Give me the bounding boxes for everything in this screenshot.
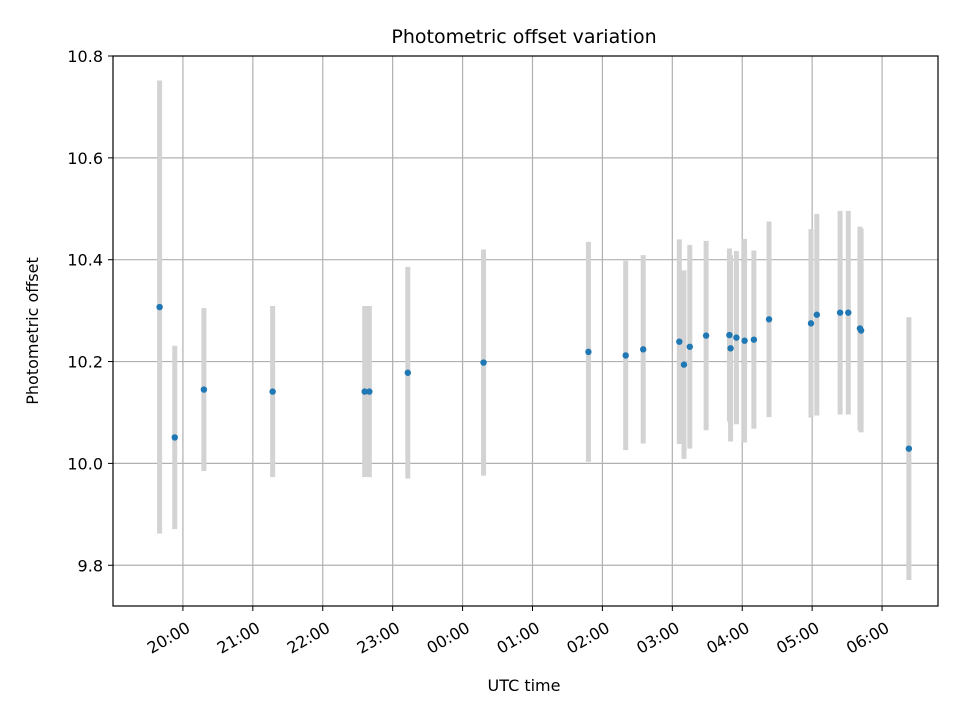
data-point: [702, 332, 710, 339]
y-axis-ticks: 9.8 10.0 10.2 10.4 10.6 10.8: [67, 47, 113, 575]
data-point: [813, 311, 821, 318]
data-point: [845, 309, 852, 316]
y-tick-label: 10.2: [67, 353, 103, 372]
y-axis-title: Photometric offset: [23, 257, 42, 405]
chart-title: Photometric offset variation: [391, 26, 656, 48]
y-tick-label: 10.0: [67, 454, 103, 473]
data-point: [741, 337, 748, 344]
data-point: [200, 386, 208, 393]
data-point: [857, 327, 865, 334]
data-point: [727, 345, 734, 352]
data-point: [639, 346, 647, 353]
plot-frame: [112, 55, 939, 607]
data-point: [676, 338, 683, 345]
data-points: [156, 303, 913, 452]
data-point: [480, 359, 487, 366]
data-point: [361, 388, 368, 395]
data-point: [726, 331, 733, 339]
data-point: [807, 320, 815, 327]
data-point: [750, 336, 758, 343]
data-point: [765, 316, 773, 323]
data-point: [269, 388, 276, 395]
x-axis-title: UTC time: [488, 676, 561, 695]
data-point: [680, 361, 688, 368]
data-point: [733, 334, 740, 341]
data-point: [836, 309, 844, 316]
data-point: [404, 369, 412, 376]
data-point: [905, 445, 913, 452]
data-point: [171, 434, 178, 441]
y-tick-label: 9.8: [78, 556, 103, 575]
data-point: [622, 352, 629, 359]
y-tick-label: 10.4: [67, 251, 103, 270]
data-point: [366, 388, 373, 395]
y-tick-label: 10.8: [67, 47, 103, 66]
data-point: [585, 348, 592, 356]
y-tick-label: 10.6: [67, 149, 103, 168]
data-point: [156, 303, 163, 311]
data-point: [686, 343, 694, 350]
